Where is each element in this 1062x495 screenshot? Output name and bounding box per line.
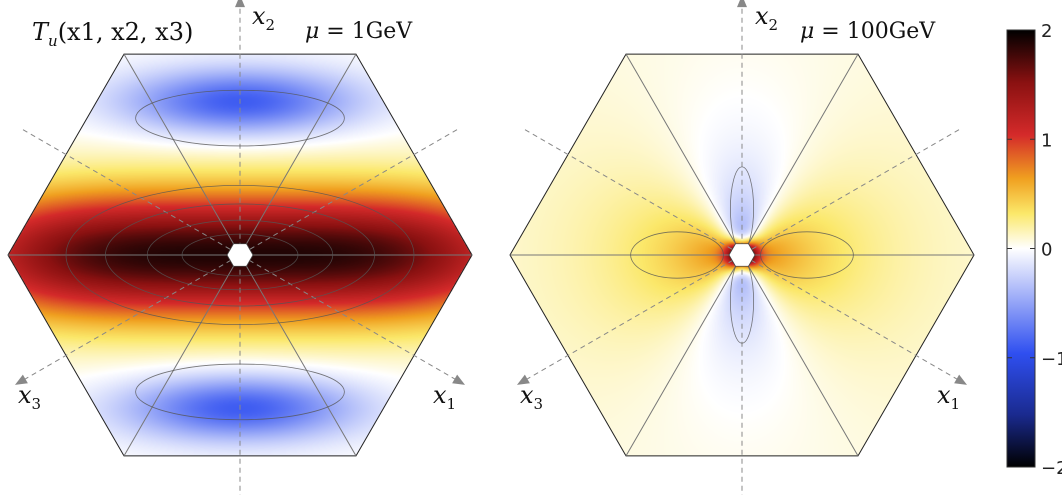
arrow-x1	[954, 374, 968, 385]
panel-left: Tu(x1, x2, x3) μ = 1GeV x2 x1 x3	[7, 0, 473, 495]
arrow-x2	[737, 0, 747, 8]
colorbar-tick-label: 0	[1041, 240, 1052, 261]
dashed-axis-x3	[524, 129, 960, 381]
axis-label-x1-left: x1	[433, 381, 456, 413]
title-left: Tu(x1, x2, x3)	[32, 18, 193, 50]
dashed-axis-x3	[22, 129, 458, 381]
contour-line	[135, 89, 345, 147]
contour-line	[65, 184, 415, 325]
axis-label-x3-left: x3	[18, 381, 41, 413]
contour-line	[146, 219, 334, 291]
center-hexagon-right	[728, 243, 756, 267]
axis-label-x1-right: x1	[937, 381, 960, 413]
panel-right: μ = 100GeV x2 x1 x3	[509, 0, 975, 495]
colorbar-tick-label: −2	[1041, 458, 1062, 479]
contour-line	[760, 231, 854, 279]
axis-label-x2-right: x2	[755, 2, 778, 34]
axis-label-x3-right: x3	[520, 381, 543, 413]
colorbar-tick-label: 2	[1041, 21, 1052, 42]
contour-line	[181, 233, 299, 277]
contour-lines-left	[65, 89, 415, 421]
arrow-x1	[452, 374, 466, 385]
arrow-x2	[235, 0, 245, 8]
arrow-x3	[516, 374, 530, 385]
colorbar-ticks: 2 1 0 −1 −2	[1007, 21, 1062, 479]
arrow-x3	[14, 374, 28, 385]
annotation-right: μ = 100GeV	[800, 19, 936, 44]
annotation-left: μ = 1GeV	[305, 19, 413, 44]
contour-line	[135, 363, 345, 421]
axis-arrows-right	[516, 0, 968, 385]
colorbar: 2 1 0 −1 −2	[1006, 21, 1062, 479]
colorbar-tick-label: −1	[1041, 349, 1062, 370]
contour-line	[630, 231, 724, 279]
axis-label-x2-left: x2	[252, 2, 275, 34]
center-hexagon-left	[226, 243, 254, 267]
axis-arrows-left	[14, 0, 466, 385]
colorbar-tick-label: 1	[1041, 130, 1052, 151]
dashed-axis-x1	[524, 129, 960, 381]
contour-line	[105, 203, 375, 307]
dashed-axis-x1	[22, 129, 458, 381]
